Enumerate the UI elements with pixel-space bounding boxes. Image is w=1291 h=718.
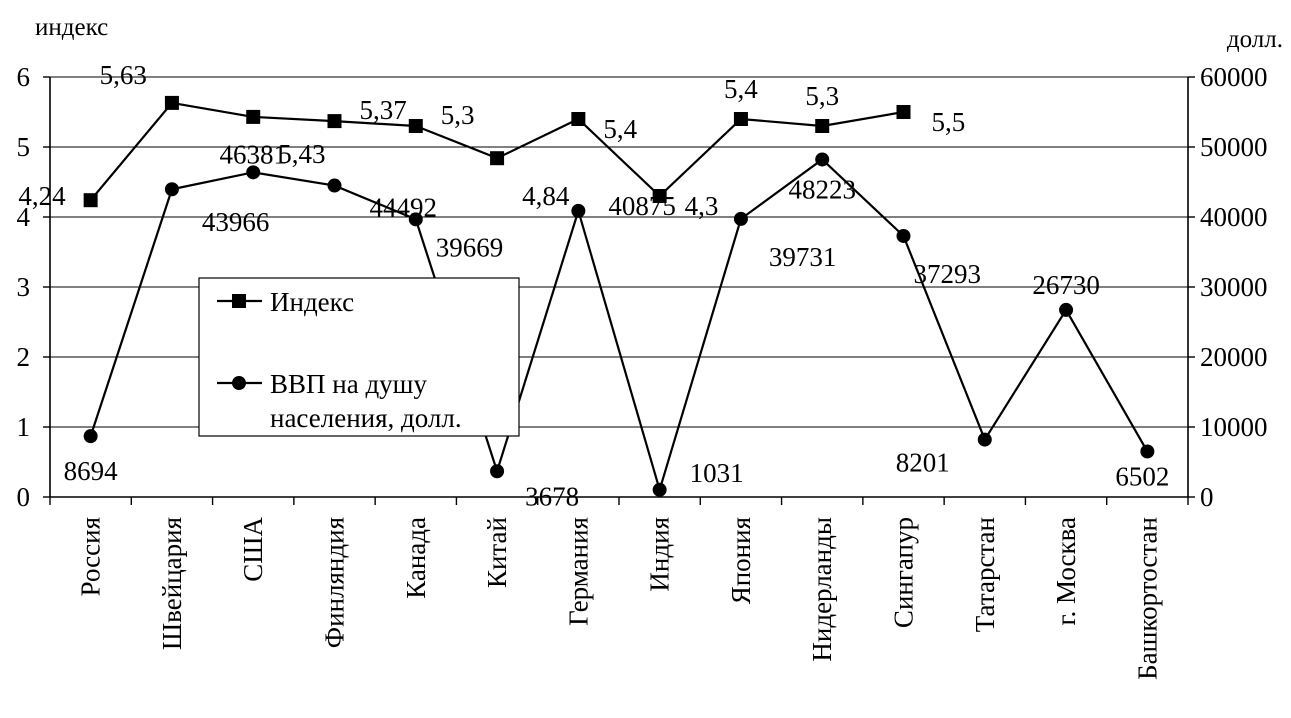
legend-label-gdp-1: ВВП на душу xyxy=(270,369,427,399)
gdp-point xyxy=(408,212,423,227)
left-tick-label: 0 xyxy=(17,482,31,512)
index-point xyxy=(490,151,505,166)
gdp-data-label: 8201 xyxy=(896,448,950,478)
index-point xyxy=(327,114,342,129)
category-label: Германия xyxy=(563,517,593,626)
gdp-data-label: 3678 xyxy=(525,481,579,511)
gdp-point xyxy=(896,228,911,243)
category-label: США xyxy=(238,517,268,582)
gdp-point xyxy=(83,429,98,444)
legend-label-gdp-2: населения, долл. xyxy=(270,403,462,433)
gdp-data-label: 1031 xyxy=(690,458,744,488)
left-tick-label: 2 xyxy=(17,342,31,372)
category-label: Китай xyxy=(482,517,512,588)
gdp-data-label: 8694 xyxy=(64,456,119,486)
gdp-point xyxy=(246,165,261,180)
left-tick-label: 1 xyxy=(17,412,31,442)
data-labels: 4,24 5,63 5,43 5,37 5,3 4,84 5,4 4,3 5,4 5,3 5,5 86… xyxy=(18,60,1169,511)
gdp-point xyxy=(652,482,667,497)
category-label: Татарстан xyxy=(970,517,1000,632)
legend-marker-gdp xyxy=(232,376,246,390)
right-axis-ticks: 0 10000 20000 30000 40000 50000 60000 xyxy=(1200,62,1268,512)
gdp-point xyxy=(815,152,830,167)
right-axis-unit: долл. xyxy=(1227,26,1283,53)
right-tick-label: 10000 xyxy=(1200,412,1268,442)
series-line-gdp xyxy=(89,158,1149,494)
left-tick-label: 5 xyxy=(17,132,31,162)
right-tick-label: 60000 xyxy=(1200,62,1268,92)
gdp-data-label: 43966 xyxy=(202,207,270,237)
gdp-point xyxy=(1140,444,1155,459)
category-label: Канада xyxy=(401,517,431,599)
index-data-label: 5,3 xyxy=(805,81,839,111)
category-label: г. Москва xyxy=(1051,517,1081,626)
axes xyxy=(43,76,1195,505)
category-label: Россия xyxy=(76,517,106,596)
gdp-point xyxy=(977,432,992,447)
index-data-label: 4,3 xyxy=(685,191,719,221)
gdp-data-label: 39731 xyxy=(769,242,837,272)
gdp-data-label: 39669 xyxy=(436,232,504,262)
gdp-point xyxy=(327,178,342,193)
category-label: Япония xyxy=(726,517,756,604)
category-labels: Россия Швейцария США Финляндия Канада Китай Ге… xyxy=(76,517,1163,680)
right-tick-label: 30000 xyxy=(1200,272,1268,302)
index-data-label: 5,4 xyxy=(603,114,637,144)
index-data-label: 5,37 xyxy=(360,95,407,125)
category-label: Башкортостан xyxy=(1132,517,1162,680)
right-tick-label: 0 xyxy=(1200,482,1214,512)
index-point xyxy=(83,193,98,208)
category-label: Швейцария xyxy=(157,517,187,650)
index-point xyxy=(652,189,667,203)
right-tick-label: 50000 xyxy=(1200,132,1268,162)
gdp-data-label: 46381 xyxy=(219,139,287,169)
index-data-label: 4,84 xyxy=(522,181,570,211)
legend: Индекс ВВП на душу населения, долл. xyxy=(198,277,520,437)
gdp-data-label: 40875 xyxy=(608,191,676,221)
index-data-label: 5,4 xyxy=(724,74,758,104)
gdp-data-label: 48223 xyxy=(788,174,856,204)
index-data-label: 5,43 xyxy=(278,139,325,169)
right-tick-label: 20000 xyxy=(1200,342,1268,372)
index-point xyxy=(896,105,911,119)
gdp-data-label: 44492 xyxy=(370,193,438,223)
index-data-label: 5,63 xyxy=(100,60,147,90)
left-tick-label: 4 xyxy=(17,202,31,232)
left-tick-label: 6 xyxy=(17,62,31,92)
gdp-point xyxy=(1059,302,1074,317)
legend-label-index: Индекс xyxy=(270,287,354,317)
index-data-label: 5,5 xyxy=(932,107,966,137)
gdp-data-label: 6502 xyxy=(1115,461,1169,491)
gdp-data-label: 37293 xyxy=(914,259,982,289)
left-tick-label: 3 xyxy=(17,272,31,302)
right-tick-label: 40000 xyxy=(1200,202,1268,232)
left-axis-ticks: 0 1 2 3 4 5 6 xyxy=(17,62,31,512)
gdp-point xyxy=(733,211,748,226)
index-point xyxy=(571,112,586,126)
legend-marker-index xyxy=(232,294,246,308)
category-label: Финляндия xyxy=(320,517,350,648)
gdp-data-label: 26730 xyxy=(1032,270,1100,300)
series-layer xyxy=(83,95,1155,497)
index-data-label: 4,24 xyxy=(18,181,66,211)
gdp-point xyxy=(490,464,505,479)
index-point xyxy=(164,95,179,110)
category-label: Сингапур xyxy=(889,517,919,628)
gdp-point xyxy=(571,203,586,218)
index-point xyxy=(815,119,830,133)
category-label: Индия xyxy=(645,517,675,592)
index-point xyxy=(733,112,748,126)
index-point xyxy=(408,119,423,133)
left-axis-unit: индекс xyxy=(35,14,108,41)
index-point xyxy=(246,109,261,124)
index-data-label: 5,3 xyxy=(441,100,475,130)
category-label: Нидерланды xyxy=(807,517,837,662)
gdp-point xyxy=(164,182,179,197)
legend-box xyxy=(198,277,520,437)
